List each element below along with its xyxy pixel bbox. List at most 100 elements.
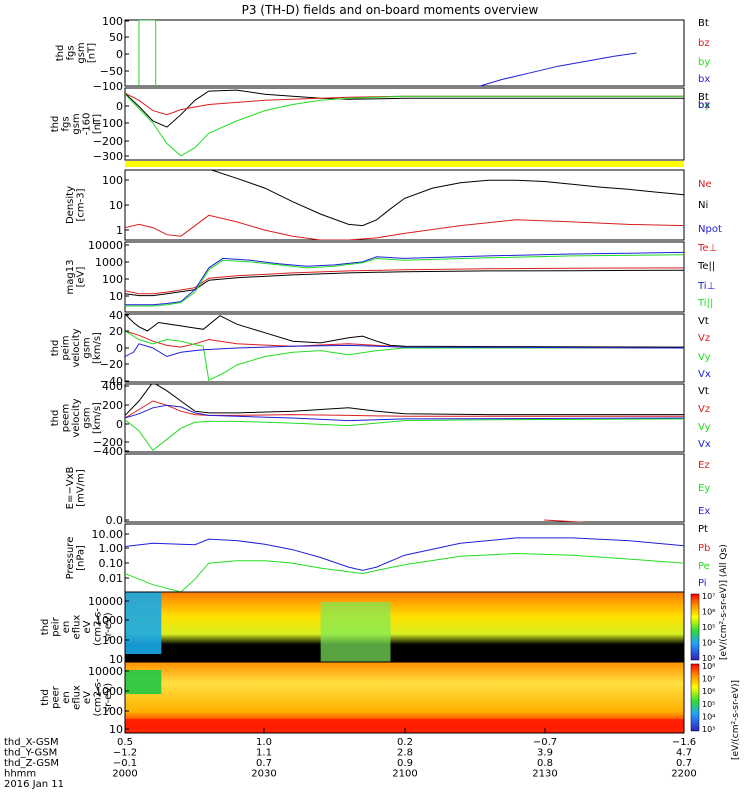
panel-3: 100 10 1 Density [cm-3] Ne Ni Npot [65,169,722,241]
colorbar: 10³ 10⁴ 10⁵ 10⁶ 10⁷ 10⁸ [eV/(cm²-s-sr-eV)] [690,662,741,760]
series-Ne-line [125,214,684,240]
spectrogram-image [125,592,684,662]
y-tick-label: 10 [109,723,123,736]
y-axis-label: en [61,621,72,634]
x-tick-label: 3.9 [537,748,553,759]
x-row-label: thd_Y-GSM [4,748,57,759]
y-axis-label: [mV/m] [76,469,87,507]
y-tick-label: 40 [109,309,123,322]
y-axis-label: (cm2-s- [93,678,104,716]
panel-frame [124,19,685,87]
y-tick-label: 400 [102,380,123,393]
panel-5: 40 20 0 −20 −40 thd peim velocity gsm [km/s] Vt Vz V… [50,309,711,388]
series-Bt-line [125,89,684,128]
legend-entry: by [698,57,710,68]
colorbar-label: [eV/(cm²-s-sr-eV)] (All Qs) [719,544,729,660]
series-Ez-line [544,519,588,522]
colorbar: 10³ 10⁴ 10⁵ 10⁶ 10⁷ [eV/(cm²-s-sr-eV)] (All Q… [690,544,729,663]
y-tick-label: 1000 [95,614,123,627]
y-axis-label: thd [40,689,51,706]
x-tick-label: −1.6 [672,737,696,748]
series-Vt-line [125,314,684,348]
panel-6: 400 200 0 −200−400 thd peem velocity gsm [km/s] V… [50,380,711,458]
x-tick-label: 0.8 [537,758,553,769]
y-tick-label: −200 [93,135,123,148]
legend-entry: Vx [698,369,711,380]
y-tick-label: −200 [93,436,123,449]
y-axis-label: thd [40,619,51,636]
y-axis-label: eV [82,620,93,633]
legend-entry: Ey [698,483,710,494]
legend-entry: Vz [698,333,710,344]
y-axis-label: [nT] [92,114,103,134]
panel-frame [124,241,685,313]
legend-entry: Vz [698,404,710,415]
x-tick-label: 0.9 [397,758,413,769]
y-tick-label: 100 [102,634,123,647]
legend-entry: Te⊥ [697,243,717,254]
x-tick-label: −0.1 [113,758,137,769]
y-axis-label: E=−VxB [65,467,76,510]
y-axis-label: eflux [72,615,83,640]
spectrogram-mid-region [320,602,391,662]
y-tick-label: −100 [93,80,123,93]
y-axis-label: en [61,691,72,704]
y-axis-label: mag13 [65,260,76,295]
spectrogram-low-flux-region [125,670,162,694]
legend-entry: bx [698,74,710,85]
y-axis-label: -160 [82,113,93,136]
panel-frame [124,453,685,523]
colorbar-tick-label: 10⁶ [702,687,715,696]
y-axis-label: (cm2-s- [93,608,104,646]
legend-entry: Vt [698,316,709,327]
x-tick-label: 0.7 [676,758,692,769]
legend-entry: Ex [698,506,710,517]
y-axis-label: thd [50,116,61,133]
y-tick-label: −300 [93,150,123,163]
y-axis-label: peer [51,685,62,709]
ephemeris-status-bar [125,161,684,167]
x-tick-label: 2.8 [397,748,413,759]
y-tick-label: −50 [100,65,123,78]
series-Te||-line [125,269,684,297]
y-tick-label: 10 [109,290,123,303]
panel-frame [124,169,685,241]
y-axis-label: fgs [66,45,77,60]
legend-entry: Pe [698,561,710,572]
y-axis-label: fgs [61,116,72,131]
legend-entry: Vt [698,386,709,397]
y-axis-label: thd [50,340,61,357]
y-tick-label: 0.10 [99,557,124,570]
y-tick-label: 100 [102,15,123,28]
y-axis-label: [nPa] [76,545,87,571]
spectrogram-low-flux-region [125,592,162,654]
series-Vx-line [125,343,684,358]
y-tick-label: 0.01 [99,572,124,585]
y-tick-label: 20 [109,325,123,338]
panel-4: 10000 1000 100 10 mag13 [eV] Te⊥ Te|| Ti⊥ Ti|| [65,239,717,313]
legend-entry: Vx [698,439,711,450]
legend-entry: Bt [698,92,709,103]
y-tick-label: −20 [100,358,123,371]
y-axis-label: [cm-3] [76,188,87,221]
y-tick-label: 10 [109,199,123,212]
x-axis-annotation: thd_X-GSM 0.5 1.0 0.2 −0.7 −1.6 thd_Y-GSM −1.2 1… [4,728,697,790]
y-axis-label: Pressure [65,537,76,580]
y-tick-label: −40 [100,375,123,388]
legend-entry: Pb [698,543,710,554]
x-tick-label: 2200 [671,769,696,780]
legend-entry: by [698,100,710,111]
y-axis-label: eflux [72,685,83,710]
colorbar-tick-label: 10⁷ [702,592,715,601]
y-axis-label: [km/s] [92,332,103,364]
y-axis-label: eV [82,691,93,704]
panel-frame [124,523,685,593]
legend-entry: bz [698,100,710,111]
legend-entry: Ni [698,200,708,211]
series-Vy-line [125,330,684,382]
y-tick-label: 10.00 [92,528,124,541]
y-tick-label: 0 [116,100,123,113]
colorbar-tick-label: 10⁵ [702,700,715,709]
